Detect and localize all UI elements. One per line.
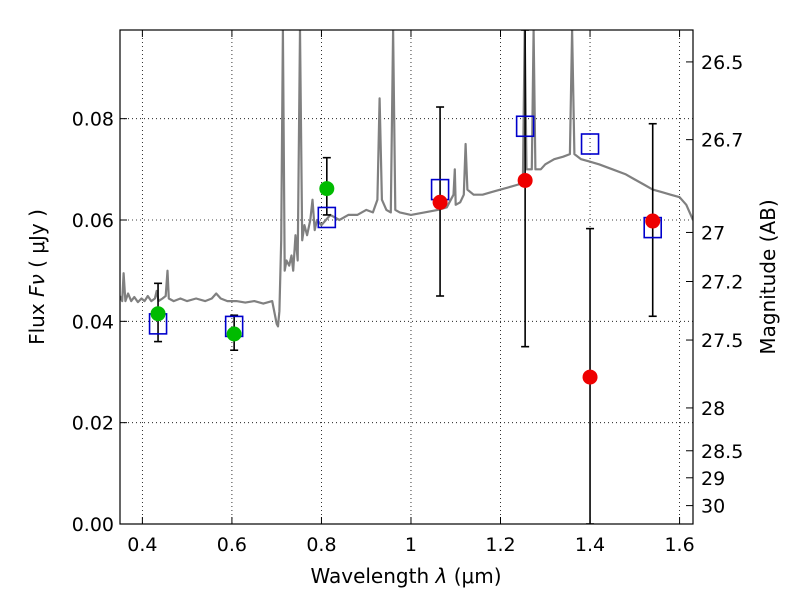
magnitude-tick-label: 28.5 — [701, 441, 743, 463]
spectrum-line — [120, 30, 693, 328]
errorbars — [154, 30, 657, 524]
magnitude-axis-label: Magnitude (AB) — [756, 199, 780, 354]
data-points — [150, 172, 661, 385]
magnitude-tick-label: 26.7 — [701, 130, 743, 152]
plot-frame — [119, 29, 694, 525]
magnitude-tick-label: 26.5 — [701, 52, 743, 74]
x-tick-label: 0.8 — [306, 534, 336, 556]
data-point — [582, 369, 598, 385]
data-point — [226, 326, 242, 342]
model-box — [580, 133, 600, 155]
data-point — [645, 213, 661, 229]
x-axis-label: Wavelength λ (μm) — [310, 564, 501, 588]
data-point — [517, 172, 533, 188]
grid — [120, 30, 693, 524]
magnitude-tick-label: 27.2 — [701, 271, 743, 293]
data-point — [150, 306, 166, 322]
y-tick-label: 0.08 — [72, 109, 114, 131]
y-tick-label: 0.02 — [72, 413, 114, 435]
magnitude-tick-label: 29 — [701, 468, 725, 490]
y-tick-label: 0.04 — [72, 311, 114, 333]
x-tick-label: 1.6 — [664, 534, 694, 556]
y-axis-label: Flux Fν ( μJy ) — [25, 209, 49, 345]
model-box — [317, 206, 337, 229]
model-box — [515, 115, 535, 138]
magnitude-axis: 26.5 26.7 27 27.2 27.5 28 28.5 29 30 — [686, 52, 743, 518]
magnitude-tick-label: 27.5 — [701, 330, 743, 352]
magnitude-tick-label: 27 — [701, 222, 725, 244]
x-tick-label: 1.4 — [575, 534, 605, 556]
y-tick-label: 0.00 — [72, 514, 114, 536]
data-point — [319, 181, 335, 197]
plot-area — [120, 30, 693, 524]
x-tick-label: 0.6 — [217, 534, 247, 556]
x-tick-label: 1 — [405, 534, 417, 556]
y-axis: 0.00 0.02 0.04 0.06 0.08 — [72, 109, 127, 536]
data-point — [432, 194, 448, 210]
y-tick-label: 0.06 — [72, 210, 114, 232]
x-tick-label: 0.4 — [127, 534, 157, 556]
magnitude-tick-label: 28 — [701, 398, 725, 420]
x-axis: 0.4 0.6 0.8 1 1.2 1.4 1.6 — [127, 30, 695, 556]
x-tick-label: 1.2 — [485, 534, 515, 556]
model-boxes — [148, 115, 663, 338]
magnitude-tick-label: 30 — [701, 496, 725, 518]
